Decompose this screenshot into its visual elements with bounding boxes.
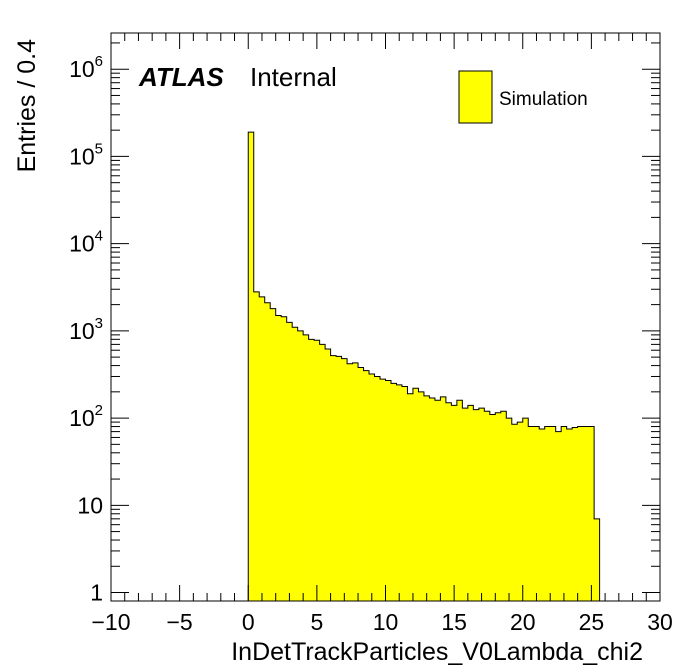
histogram-bin <box>401 386 408 601</box>
x-tick-label: 5 <box>310 609 323 635</box>
histogram-bin <box>511 424 518 601</box>
histogram-bin <box>555 431 562 601</box>
histogram-bin <box>522 418 529 601</box>
y-tick-label: 1 <box>90 580 103 606</box>
histogram-bin <box>478 408 485 601</box>
histogram-bin <box>369 374 375 601</box>
histogram-bin <box>451 405 458 601</box>
y-tick-label: 102 <box>69 402 103 431</box>
histogram-bin <box>440 396 447 601</box>
x-axis-tick-labels: −10 −5 0 5 10 15 20 25 30 <box>91 609 672 635</box>
y-tick-label: 10 <box>77 492 103 518</box>
histogram-bin <box>544 426 551 601</box>
x-tick-label: 30 <box>647 609 673 635</box>
histogram-bin <box>390 383 397 601</box>
histogram-bin <box>264 302 271 601</box>
histogram-bin <box>489 414 496 601</box>
histogram-bin <box>336 356 342 601</box>
internal-label: Internal <box>250 62 337 92</box>
histogram-bin <box>588 426 595 601</box>
atlas-label: ATLAS <box>138 62 224 92</box>
legend: Simulation <box>458 70 588 124</box>
histogram-bin <box>374 376 381 601</box>
histogram-bin <box>550 426 557 601</box>
histogram-bars <box>247 131 606 602</box>
histogram-bin <box>566 428 573 601</box>
histogram-bin <box>303 334 309 601</box>
histogram-bin <box>407 393 414 601</box>
histogram-bin <box>418 391 425 601</box>
histogram-bin <box>429 398 436 601</box>
histogram-bin <box>539 428 546 601</box>
histogram-bin <box>484 411 491 601</box>
histogram-bin <box>308 339 315 601</box>
histogram-bin <box>281 316 288 601</box>
histogram-bin <box>467 405 474 601</box>
histogram-bin <box>495 412 502 601</box>
histogram-bin <box>319 344 326 601</box>
y-axis-tick-labels: 1 10 102 103 104 105 106 <box>69 53 103 605</box>
x-tick-label: 25 <box>579 609 605 635</box>
y-axis-label: Entries / 0.4 <box>13 39 41 172</box>
y-tick-label: 105 <box>69 140 103 169</box>
histogram-bin <box>572 427 578 601</box>
histogram-bin <box>445 402 452 601</box>
x-axis-ticks <box>110 33 661 601</box>
legend-swatch-simulation <box>458 70 493 124</box>
histogram-bin <box>259 296 266 601</box>
histogram-bin <box>473 409 480 601</box>
histogram-bin <box>352 362 359 601</box>
histogram-bin <box>412 388 419 601</box>
x-tick-label: 10 <box>373 609 399 635</box>
histogram-bin <box>561 426 568 601</box>
histogram-bin <box>423 395 430 601</box>
histogram-bin <box>341 358 348 601</box>
histogram-bin <box>325 348 331 601</box>
histogram-bin <box>292 327 299 601</box>
histogram-bin <box>528 426 535 601</box>
histogram-bin <box>286 322 293 601</box>
histogram-bin <box>517 422 524 601</box>
histogram-bin <box>456 400 463 601</box>
histogram-bin <box>506 418 513 601</box>
histogram-bin <box>330 355 337 601</box>
histogram-bin <box>396 384 403 601</box>
histogram-bin <box>297 330 304 601</box>
histogram-bin <box>500 411 507 601</box>
histogram-bin <box>577 426 584 601</box>
histogram-bin <box>380 379 386 601</box>
histogram-bin <box>434 400 441 601</box>
x-tick-label: 20 <box>510 609 536 635</box>
histogram-bin <box>275 315 282 601</box>
y-tick-label: 103 <box>69 315 103 344</box>
histogram-bin <box>248 132 255 602</box>
x-tick-label: 15 <box>441 609 467 635</box>
histogram-bin <box>314 340 320 601</box>
histogram-bin <box>462 408 469 601</box>
x-tick-label: −5 <box>167 609 193 635</box>
histogram-outline <box>247 131 606 602</box>
x-axis-label: InDetTrackParticles_V0Lambda_chi2 <box>231 638 643 666</box>
x-tick-label: −10 <box>91 609 130 635</box>
histogram-bin <box>358 367 364 601</box>
histogram-bin <box>594 518 600 601</box>
y-tick-label: 106 <box>69 53 103 82</box>
histogram-bin <box>363 370 370 601</box>
y-tick-label: 104 <box>69 228 103 257</box>
histogram-bin <box>253 291 260 601</box>
histogram-bin <box>385 380 392 601</box>
x-tick-label: 0 <box>242 609 255 635</box>
histogram-bin <box>533 426 540 601</box>
legend-label-simulation: Simulation <box>499 89 588 110</box>
histogram-bin <box>583 426 589 601</box>
histogram-bin <box>270 308 277 601</box>
histogram-bin <box>347 363 353 601</box>
y-axis-ticks <box>111 42 660 594</box>
